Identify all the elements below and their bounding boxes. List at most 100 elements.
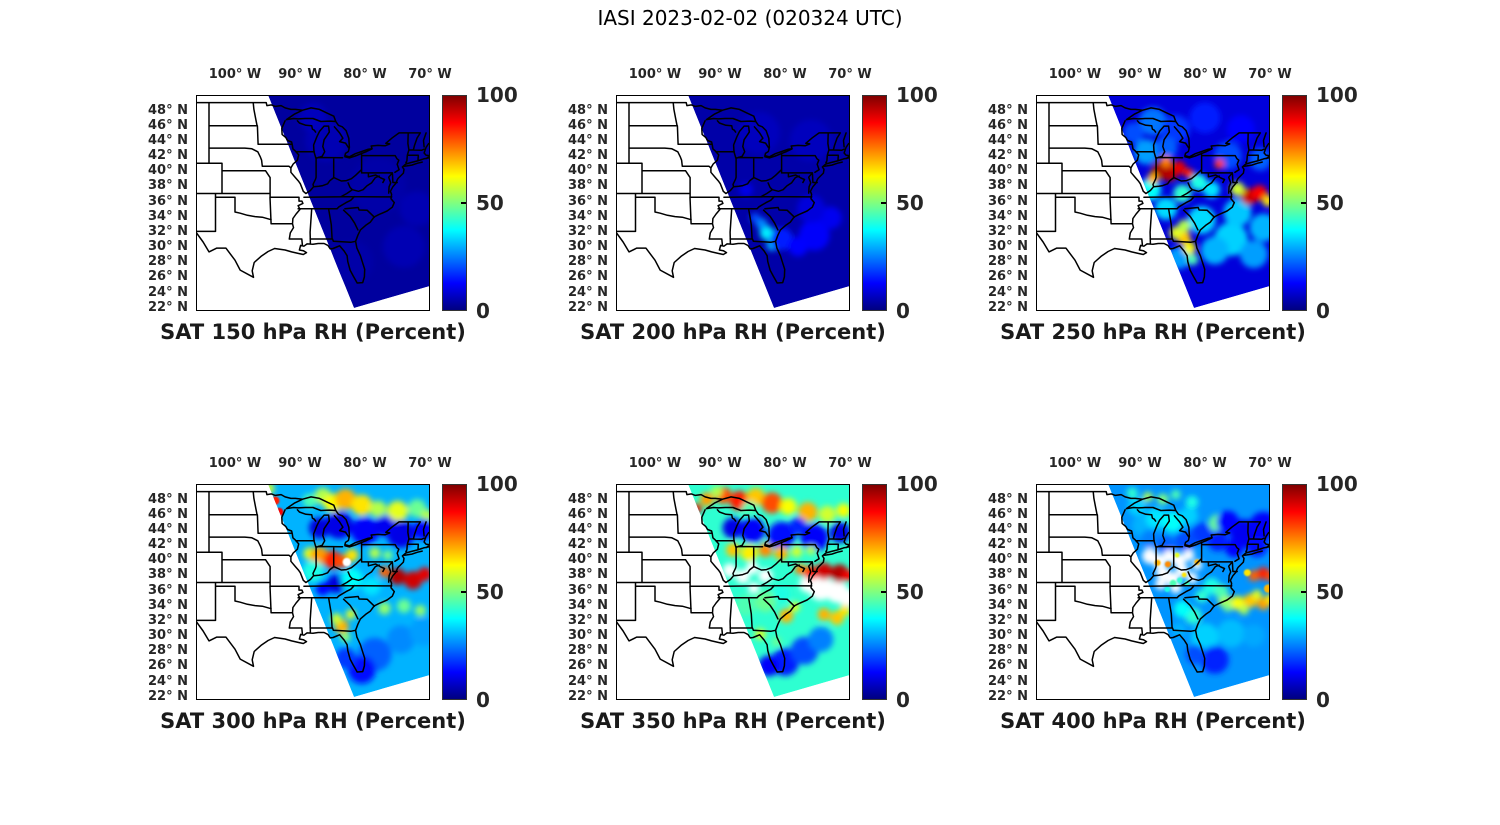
state-borders <box>616 490 850 673</box>
rh-blob <box>1164 586 1171 593</box>
rh-blob <box>1230 182 1245 196</box>
rh-blob <box>1123 122 1144 144</box>
rh-blob <box>1187 206 1216 235</box>
rh-blob <box>1263 584 1270 593</box>
lat-tick-label: 38° N <box>988 178 1028 194</box>
rh-blob <box>382 550 393 561</box>
lat-tick-label: 34° N <box>148 208 188 224</box>
lat-tick-label: 36° N <box>568 193 608 209</box>
lat-tick-label: 44° N <box>568 132 608 148</box>
map-plot <box>1036 484 1270 700</box>
lat-tick-label: 36° N <box>148 193 188 209</box>
colorbar-tick-label: 0 <box>896 299 910 323</box>
rh-blob <box>819 206 842 229</box>
no-data-gap <box>837 588 850 607</box>
lon-tick-label: 90° W <box>278 67 322 82</box>
lon-tick-label: 100° W <box>1048 67 1102 82</box>
lat-tick-label: 22° N <box>988 299 1028 315</box>
lat-tick-label: 46° N <box>568 506 608 522</box>
lon-tick-label: 80° W <box>763 67 807 82</box>
no-data-gap <box>1183 549 1195 561</box>
rh-blob <box>331 240 373 283</box>
colorbar-tick-label: 100 <box>896 83 938 107</box>
colorbar-tick-label: 50 <box>896 580 924 604</box>
lat-tick-label: 22° N <box>148 299 188 315</box>
rh-blob <box>1170 489 1181 500</box>
lon-tick-label: 80° W <box>343 67 387 82</box>
rh-blob <box>1176 577 1183 584</box>
rh-blob <box>383 225 425 268</box>
rh-blob <box>389 568 406 585</box>
lat-tick-label: 24° N <box>988 673 1028 689</box>
lat-tick-label: 42° N <box>568 148 608 164</box>
rh-blob <box>1181 572 1187 578</box>
lat-tick-label: 46° N <box>988 117 1028 133</box>
colorbar-tick-label: 0 <box>1316 299 1330 323</box>
lon-tick-label: 80° W <box>763 456 807 471</box>
rh-blob <box>326 574 345 594</box>
lat-tick-label: 46° N <box>988 506 1028 522</box>
colorbar <box>442 95 467 311</box>
rh-blob <box>1183 168 1194 178</box>
rh-blob <box>369 547 381 559</box>
lat-tick-label: 32° N <box>568 612 608 628</box>
rh-blob <box>1249 511 1270 540</box>
rh-blob <box>771 636 782 647</box>
lat-tick-label: 44° N <box>148 132 188 148</box>
rh-blob <box>1249 213 1270 242</box>
colorbar-tick-label: 100 <box>476 83 518 107</box>
rh-blob <box>1200 645 1229 674</box>
rh-blob <box>818 505 836 523</box>
rh-blob <box>1142 492 1153 502</box>
lat-tick-label: 48° N <box>148 102 188 118</box>
rh-blob <box>1223 198 1252 227</box>
lat-tick-label: 48° N <box>988 491 1028 507</box>
lon-tick-label: 90° W <box>698 67 742 82</box>
lat-tick-label: 40° N <box>988 552 1028 568</box>
state-borders <box>196 490 430 673</box>
lon-tick-label: 70° W <box>828 456 872 471</box>
rh-blob <box>1160 156 1172 168</box>
rh-blob <box>788 236 808 257</box>
rh-blob <box>1252 589 1262 600</box>
map-panel: 100° W 90° W 80° W 70° W 48° N 46° N 44° N 42°… <box>148 67 518 344</box>
panel-title: SAT 350 hPa RH (Percent) <box>580 709 886 733</box>
lon-tick-label: 90° W <box>698 456 742 471</box>
rh-blob <box>830 611 844 626</box>
lat-tick-label: 48° N <box>568 102 608 118</box>
lat-tick-label: 24° N <box>148 284 188 300</box>
colorbar-tick-label: 0 <box>1316 688 1330 712</box>
panel-title: SAT 250 hPa RH (Percent) <box>1000 320 1306 344</box>
map-frame <box>616 484 850 700</box>
rh-blob <box>773 585 791 603</box>
colorbar-tick-label: 50 <box>476 580 504 604</box>
rh-blob <box>378 566 391 578</box>
lat-tick-label: 28° N <box>148 254 188 270</box>
rh-blob <box>1251 185 1268 201</box>
lat-tick-label: 36° N <box>988 582 1028 598</box>
panel-title: SAT 400 hPa RH (Percent) <box>1000 709 1306 733</box>
lat-tick-label: 30° N <box>988 239 1028 255</box>
lat-tick-label: 30° N <box>568 239 608 255</box>
lat-tick-label: 48° N <box>988 102 1028 118</box>
rh-blob <box>1187 253 1199 266</box>
lat-tick-label: 28° N <box>988 254 1028 270</box>
rh-blob <box>271 496 280 505</box>
lat-tick-label: 26° N <box>148 658 188 674</box>
rh-blob <box>758 655 780 677</box>
lat-tick-label: 40° N <box>568 552 608 568</box>
lon-tick-label: 90° W <box>278 456 322 471</box>
lon-tick-label: 70° W <box>828 67 872 82</box>
rh-blob <box>1243 569 1251 577</box>
lon-tick-label: 100° W <box>1048 456 1102 471</box>
rh-blob <box>1225 539 1244 558</box>
rh-blob <box>1154 136 1178 160</box>
panel-title: SAT 150 hPa RH (Percent) <box>160 320 466 344</box>
lat-tick-label: 38° N <box>568 567 608 583</box>
map-panel: 100° W 90° W 80° W 70° W 48° N 46° N 44° N 42°… <box>568 456 938 733</box>
rh-blob <box>1139 107 1167 136</box>
colorbar-mid-tick <box>881 591 886 593</box>
lat-tick-label: 30° N <box>148 239 188 255</box>
rh-blob <box>1265 571 1270 582</box>
rh-blob <box>409 617 430 646</box>
